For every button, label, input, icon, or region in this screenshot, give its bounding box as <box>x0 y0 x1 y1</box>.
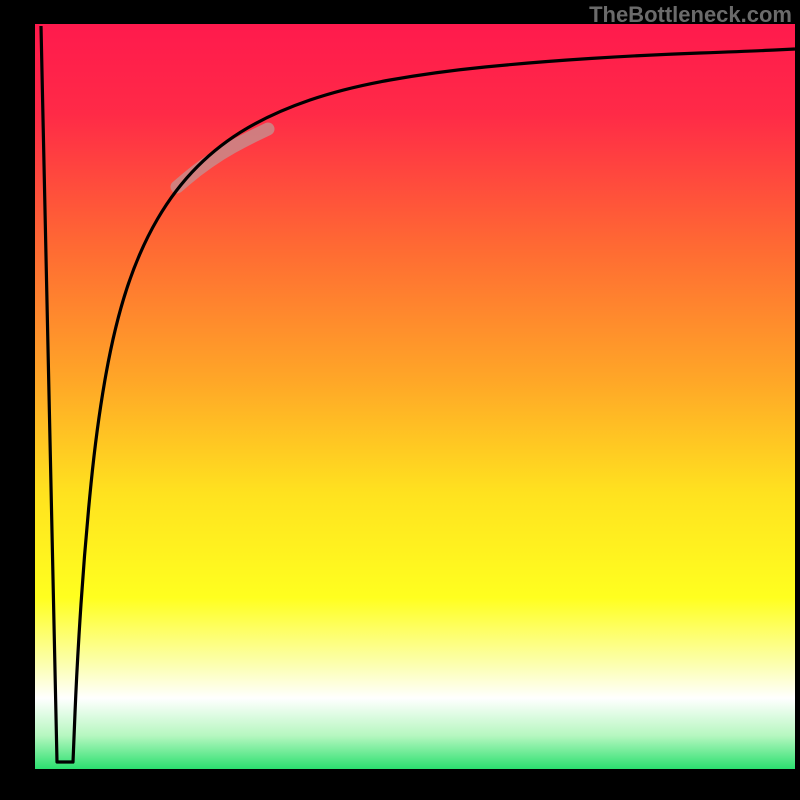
main-curve <box>41 26 795 762</box>
plot-area <box>35 24 795 769</box>
watermark-text: TheBottleneck.com <box>589 2 792 28</box>
chart-container: TheBottleneck.com <box>0 0 800 800</box>
segment-highlight <box>177 129 268 187</box>
chart-curves <box>35 24 795 769</box>
